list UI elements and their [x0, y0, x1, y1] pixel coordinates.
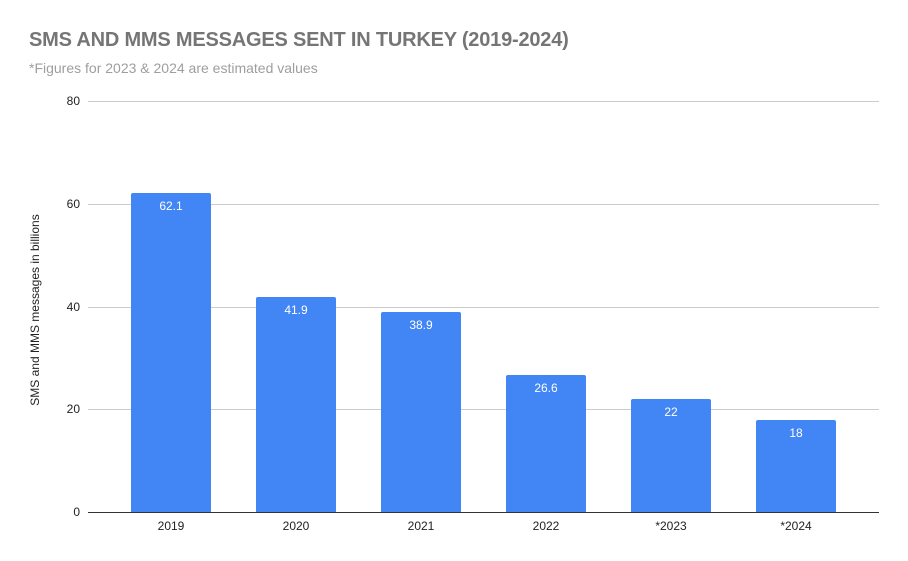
bar-2021[interactable]: 38.9: [381, 312, 461, 512]
y-tick-20: 20: [66, 402, 80, 416]
bar-value-label: 62.1: [159, 199, 183, 213]
bar-value-label: 41.9: [284, 303, 308, 317]
y-tick-80: 80: [66, 94, 80, 108]
gridline-80: [88, 101, 879, 102]
gridline-20: [88, 409, 879, 410]
bar-2024[interactable]: 18: [756, 420, 836, 512]
y-tick-40: 40: [66, 300, 80, 314]
x-tick-2020: 2020: [282, 519, 310, 533]
gridline-60: [88, 204, 879, 205]
x-tick-2022: 2022: [532, 519, 560, 533]
bar-value-label: 38.9: [409, 318, 433, 332]
x-tick-2019: 2019: [157, 519, 185, 533]
gridline-40: [88, 307, 879, 308]
bar-value-label: 22: [664, 405, 678, 419]
bar-value-label: 18: [789, 426, 803, 440]
y-tick-60: 60: [66, 197, 80, 211]
bar-2020[interactable]: 41.9: [256, 297, 336, 512]
x-tick-2024: *2024: [780, 519, 812, 533]
chart-title: SMS AND MMS MESSAGES SENT IN TURKEY (201…: [29, 29, 569, 51]
bar-2022[interactable]: 26.6: [506, 375, 586, 512]
x-tick-2023: *2023: [655, 519, 687, 533]
bar-2019[interactable]: 62.1: [131, 193, 211, 512]
bar-value-label: 26.6: [534, 381, 558, 395]
x-tick-2021: 2021: [407, 519, 435, 533]
x-axis-line: [88, 512, 879, 513]
y-tick-0: 0: [73, 505, 80, 519]
chart-subtitle: *Figures for 2023 & 2024 are estimated v…: [29, 60, 318, 76]
bar-2023[interactable]: 22: [631, 399, 711, 512]
